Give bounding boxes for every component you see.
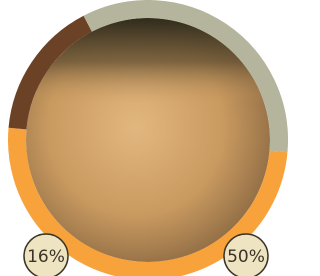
chart: 50% 16%	[0, 0, 288, 276]
page: 50%16% (() => { const data = JSON.parse(…	[0, 0, 288, 276]
value-label: 16%	[27, 247, 65, 267]
value-label: 50%	[227, 247, 265, 267]
photo-shade	[26, 18, 270, 262]
